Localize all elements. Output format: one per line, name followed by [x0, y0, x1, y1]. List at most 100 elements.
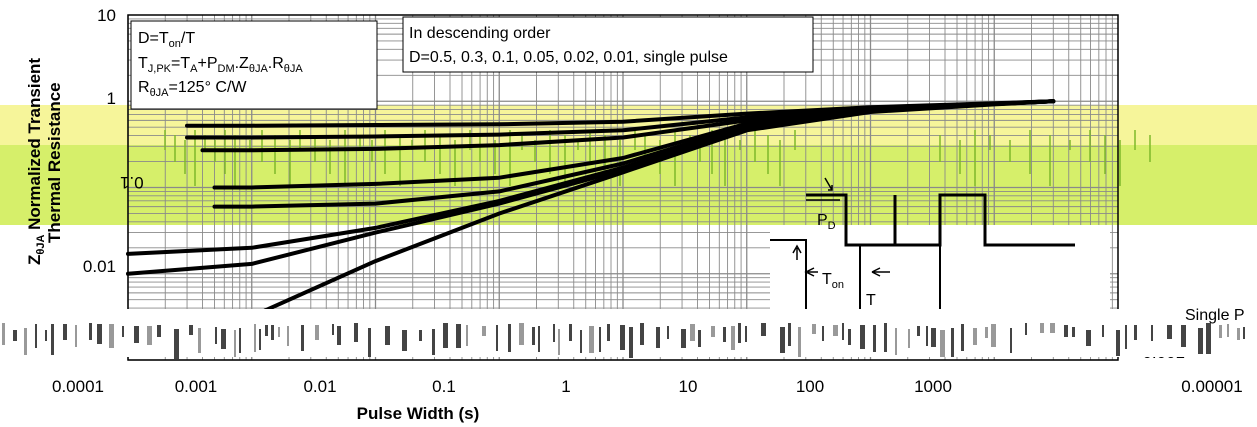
glitch-bar: [991, 324, 996, 347]
glitch-bar: [842, 323, 844, 340]
bottom-glitch-strip: Single P: [0, 307, 1257, 359]
glitch-bar: [926, 326, 928, 346]
glitch-bar: [2, 323, 5, 345]
eq-tj-sub3: DM: [218, 63, 235, 75]
glitch-bar: [157, 325, 161, 337]
glitch-bar: [1206, 323, 1211, 354]
glitch-bar: [198, 328, 201, 353]
y-tick-label: 10: [97, 6, 116, 25]
glitch-bar: [13, 330, 17, 341]
glitch-bar: [1167, 325, 1172, 339]
glitch-bar: [278, 327, 280, 337]
y-tick-label: 1: [107, 89, 116, 108]
x-tick-label: 0.00001: [1181, 377, 1242, 396]
glitch-bar: [385, 326, 390, 345]
glitch-bar: [1151, 325, 1153, 341]
glitch-bar: [1102, 325, 1104, 337]
glitch-bar: [908, 329, 910, 348]
glitch-bar: [174, 329, 179, 359]
y-axis-label-line1: Normalized Transient: [25, 58, 44, 230]
eq-r: R: [138, 79, 150, 96]
x-tick-label: 10: [679, 377, 698, 396]
x-tick-label: 0.0001: [52, 377, 104, 396]
duty-list: D=0.5, 0.3, 0.1, 0.05, 0.02, 0.01, singl…: [409, 49, 728, 66]
glitch-bar: [1116, 330, 1120, 356]
glitch-bar: [848, 329, 851, 345]
glitch-bar: [961, 324, 964, 351]
glitch-bar: [711, 326, 715, 337]
glitch-bar: [337, 326, 341, 345]
glitch-bar: [1237, 328, 1240, 340]
glitch-bar: [134, 326, 139, 343]
glitch-bar: [860, 325, 865, 349]
glitch-bar: [419, 330, 422, 341]
glitch-bar: [89, 323, 92, 340]
eq-r-sub: θJA: [150, 87, 170, 99]
glitch-bar: [1064, 325, 1068, 337]
glitch-bar: [640, 323, 644, 345]
glitch-bar: [738, 323, 741, 343]
glitch-bar: [731, 326, 735, 350]
glitch-bar: [1181, 325, 1186, 347]
glitch-bar: [884, 323, 887, 352]
glitch-bar: [368, 328, 371, 357]
glitch-bar: [940, 330, 945, 357]
glitch-bar: [620, 325, 625, 350]
glitch-bar: [432, 329, 435, 355]
glitch-bar: [1050, 323, 1055, 333]
glitch-bar: [508, 324, 511, 352]
x-tick-label: 1: [561, 377, 570, 396]
info-box-left: D=Ton/T TJ,PK=TA+PDM.ZθJA.RθJA RθJA=125°…: [131, 21, 377, 109]
glitch-bar: [812, 324, 816, 334]
t-label: T: [866, 292, 876, 309]
glitch-bar: [1243, 327, 1245, 339]
glitch-bar: [558, 329, 560, 355]
glitch-bar: [745, 326, 747, 342]
glitch-bar: [519, 323, 524, 345]
glitch-bar: [97, 324, 102, 344]
svg-text:ZθJA Normalized Transient: ZθJA Normalized Transient: [25, 58, 47, 265]
eq-tj: T: [138, 55, 148, 72]
glitch-bar: [532, 327, 535, 345]
eq-tj-c: +P: [197, 55, 217, 72]
glitch-bar: [254, 324, 256, 352]
y-axis-label-prefix: Z: [25, 255, 44, 265]
glitch-bar: [466, 325, 468, 346]
glitch-bar: [895, 328, 897, 355]
glitch-bar: [45, 330, 47, 341]
eq-tj-b: =T: [171, 55, 190, 72]
glitch-bar: [629, 327, 633, 358]
glitch-bar: [589, 326, 594, 353]
glitch-bar: [690, 324, 695, 341]
glitch-bar: [496, 325, 498, 351]
order-note: In descending order: [409, 25, 551, 42]
glitch-bar: [1198, 328, 1203, 354]
glitch-bar: [221, 329, 226, 349]
glitch-bar: [667, 326, 669, 339]
glitch-bar: [985, 327, 988, 338]
eq-tj-d: .Z: [235, 55, 249, 72]
glitch-bar: [1040, 323, 1044, 333]
single-pulse-label: Single P: [1185, 307, 1245, 324]
glitch-bar: [973, 328, 977, 345]
glitch-bar: [443, 323, 448, 348]
glitch-bar: [1219, 325, 1222, 338]
glitch-bar: [798, 327, 801, 357]
glitch-bar: [788, 323, 791, 346]
glitch-bar: [951, 328, 954, 357]
glitch-bar: [287, 326, 289, 346]
glitch-bar: [122, 326, 124, 337]
glitch-bar: [822, 326, 824, 341]
glitch-bar: [51, 324, 54, 355]
x-tick-label: 0.01: [303, 377, 336, 396]
x-tick-label: 1000: [914, 377, 952, 396]
glitch-bar: [580, 330, 582, 353]
glitch-bar: [189, 325, 193, 335]
glitch-bar: [24, 328, 27, 355]
glitch-bar: [402, 330, 407, 351]
y-axis-label-line2: Thermal Resistance: [45, 82, 64, 243]
glitch-bar: [538, 326, 540, 352]
eq-d: D=T: [138, 30, 169, 47]
glitch-bar: [147, 326, 152, 345]
